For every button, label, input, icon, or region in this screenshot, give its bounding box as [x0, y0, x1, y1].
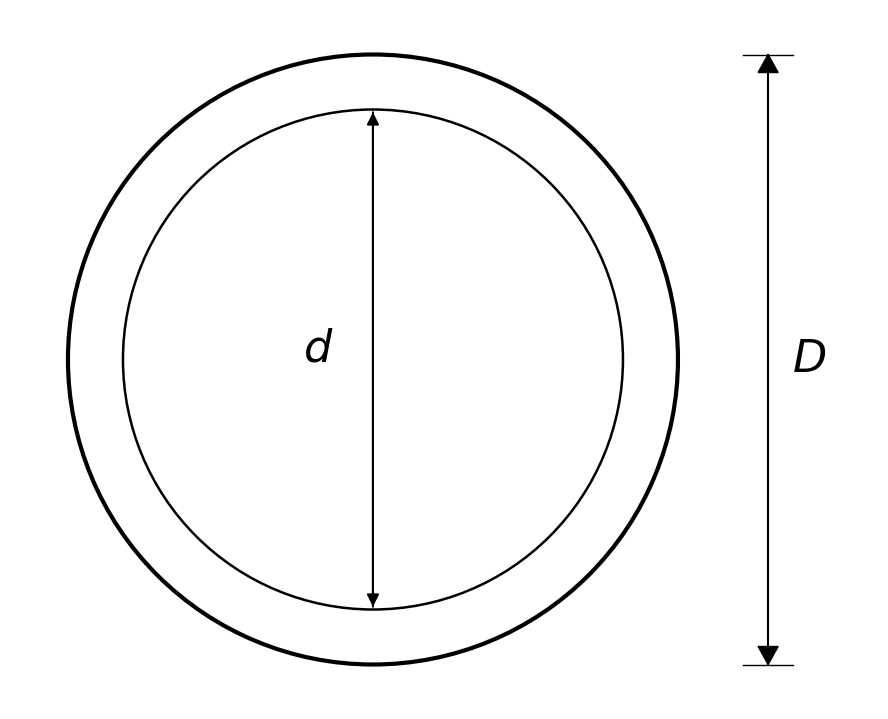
Text: d: d	[304, 328, 332, 371]
Polygon shape	[758, 55, 778, 73]
Text: D: D	[793, 338, 828, 381]
Polygon shape	[758, 646, 778, 664]
